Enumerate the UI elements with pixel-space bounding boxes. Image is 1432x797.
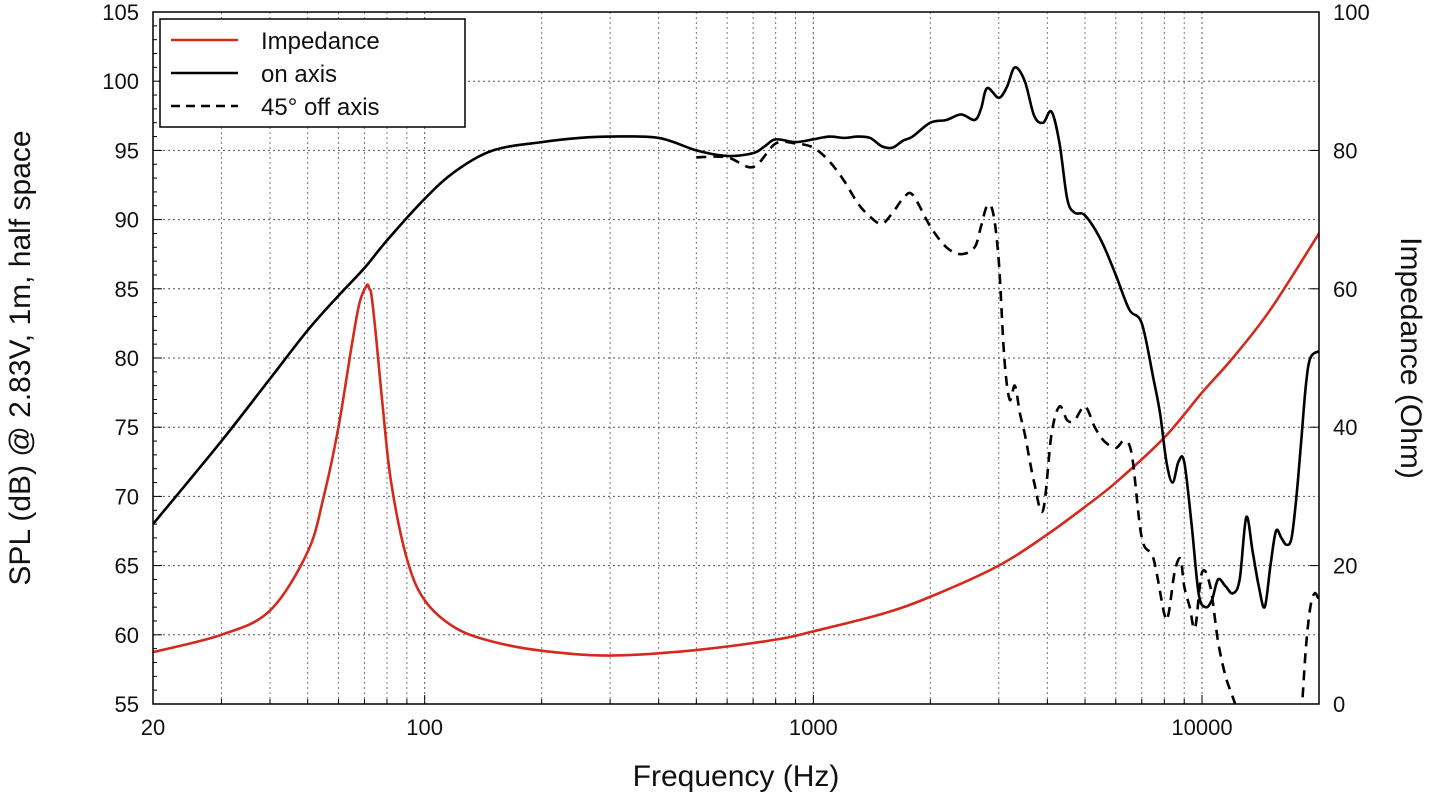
y-tick-label: 80	[115, 346, 139, 371]
y2-tick-label: 40	[1333, 415, 1357, 440]
plot-lines	[153, 66, 1319, 704]
y2-axis-title: Impedance (Ohm)	[1394, 237, 1427, 479]
y-tick-label: 70	[115, 484, 139, 509]
y-axis-title: SPL (dB) @ 2.83V, 1m, half space	[4, 130, 37, 585]
legend-label-on-axis: on axis	[261, 61, 337, 88]
y-tick-label: 105	[102, 0, 139, 25]
x-tick-label: 20	[141, 715, 165, 740]
legend: Impedance on axis 45° off axis	[159, 18, 466, 128]
y-tick-label: 85	[115, 277, 139, 302]
series-line-impedance	[153, 232, 1319, 657]
y2-tick-label: 80	[1333, 138, 1357, 163]
y-tick-label: 90	[115, 208, 139, 233]
y2-tick-label: 20	[1333, 554, 1357, 579]
y-tick-label: 75	[115, 415, 139, 440]
y-tick-label: 55	[115, 692, 139, 717]
x-tick-label: 10000	[1171, 715, 1232, 740]
y-tick-label: 60	[115, 623, 139, 648]
x-tick-label: 1000	[789, 715, 838, 740]
x-axis-title: Frequency (Hz)	[633, 760, 840, 793]
y-tick-label: 95	[115, 138, 139, 163]
y-tick-label: 65	[115, 554, 139, 579]
y2-tick-label: 0	[1333, 692, 1345, 717]
y-tick-label: 100	[102, 69, 139, 94]
y2-tick-label: 100	[1333, 0, 1370, 25]
x-tick-label: 100	[406, 715, 443, 740]
series-line-on-axis	[153, 66, 1319, 609]
series-line-45-off-axis	[696, 140, 1319, 704]
y2-tick-label: 60	[1333, 277, 1357, 302]
axes: 55 60 65 70 75 80 85 90 95 100 105 0 20 40 60 80 100 20 10…	[102, 0, 1369, 740]
legend-label-impedance: Impedance	[261, 28, 380, 55]
legend-label-off-axis: 45° off axis	[261, 94, 380, 121]
